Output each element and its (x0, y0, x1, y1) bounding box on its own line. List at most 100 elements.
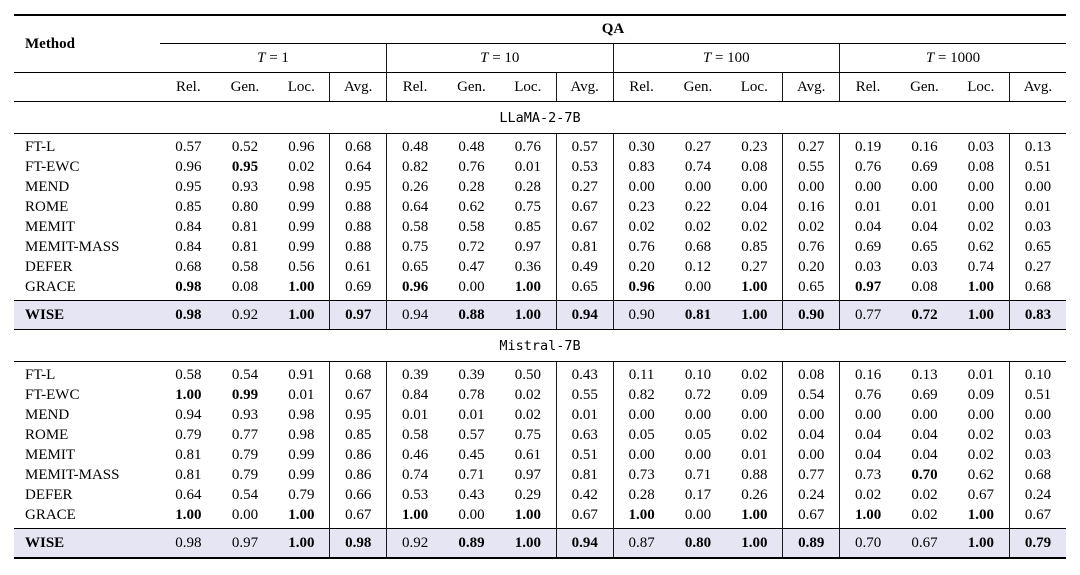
value-cell: 0.94 (386, 300, 444, 330)
value-cell: 0.96 (288, 139, 315, 155)
value-cell: 0.99 (231, 387, 259, 403)
value-cell: 0.00 (684, 507, 712, 523)
value-cell: 0.57 (458, 427, 485, 443)
metric-header: Loc. (499, 72, 557, 102)
value-cell: 0.00 (839, 177, 897, 197)
method-name-cell: MEND (25, 179, 70, 195)
method-name-cell: MEMIT-MASS (25, 467, 120, 483)
method-row: FT-EWC 0.96 0.95 0.02 0.64 0.82 0.76 0.01 0.53 0.… (14, 157, 1066, 177)
value-cell: 0.69 (911, 387, 938, 403)
value-cell: 0.62 (967, 467, 994, 483)
value-cell: 0.57 (175, 139, 202, 155)
value-cell: 0.99 (288, 219, 315, 235)
metric-header: Gen. (669, 72, 727, 102)
method-name-cell: WISE (14, 528, 160, 559)
value-cell: 0.54 (782, 385, 840, 405)
value-cell: 0.58 (231, 259, 259, 275)
model-section-row: LLaMA-2-7B (14, 101, 1066, 134)
method-name-cell: FT-L (25, 367, 56, 383)
value-cell: 0.39 (386, 361, 444, 385)
value-cell: 0.88 (741, 467, 768, 483)
value-cell: 0.42 (555, 485, 613, 505)
value-cell: 0.58 (386, 425, 444, 445)
metric-header: Avg. (782, 72, 840, 102)
value-cell: 0.88 (443, 300, 500, 330)
value-cell: 0.88 (329, 197, 387, 217)
value-cell: 0.03 (1008, 425, 1066, 445)
math-symbol-T: T (480, 49, 489, 66)
value-cell: 0.19 (839, 133, 897, 157)
value-cell: 0.84 (175, 239, 202, 255)
metric-header: Rel. (160, 72, 217, 102)
value-cell: 0.90 (782, 300, 840, 330)
value-cell: 0.01 (1008, 197, 1066, 217)
value-cell: 0.70 (839, 528, 897, 559)
value-cell: 1.00 (952, 528, 1010, 559)
value-cell: 0.79 (231, 467, 259, 483)
value-cell: 0.64 (175, 487, 202, 503)
value-cell: 0.75 (386, 237, 444, 257)
value-cell: 0.93 (231, 179, 259, 195)
value-cell: 0.83 (612, 157, 670, 177)
value-cell: 0.76 (458, 159, 485, 175)
value-cell: 0.67 (329, 505, 387, 529)
value-cell: 0.01 (555, 405, 613, 425)
value-cell: 0.89 (782, 528, 840, 559)
value-cell: 0.94 (555, 528, 613, 559)
value-cell: 1.00 (839, 505, 897, 529)
method-name-cell: DEFER (25, 487, 73, 503)
value-cell: 0.78 (458, 387, 485, 403)
value-cell: 0.68 (1008, 277, 1066, 301)
method-row: FT-EWC 1.00 0.99 0.01 0.67 0.84 0.78 0.02 0.55 0.… (14, 385, 1066, 405)
value-cell: 1.00 (612, 505, 670, 529)
value-cell: 0.65 (1008, 237, 1066, 257)
value-cell: 0.20 (782, 257, 840, 277)
method-row: MEMIT 0.81 0.79 0.99 0.86 0.46 0.45 0.61 0.51 0.0… (14, 445, 1066, 465)
value-cell: 0.02 (967, 447, 994, 463)
timestep-group-header: T = 1000 (839, 43, 1066, 73)
value-cell: 0.04 (782, 425, 840, 445)
value-cell: 0.99 (288, 467, 315, 483)
method-name-cell: MEND (25, 407, 70, 423)
value-cell: 0.53 (555, 157, 613, 177)
value-cell: 0.43 (458, 487, 485, 503)
value-cell: 0.68 (329, 133, 387, 157)
value-cell: 0.02 (911, 487, 938, 503)
value-cell: 0.04 (911, 427, 938, 443)
value-cell: 0.00 (458, 507, 485, 523)
value-cell: 0.51 (555, 445, 613, 465)
value-cell: 0.24 (1008, 485, 1066, 505)
value-cell: 0.95 (329, 177, 387, 197)
value-cell: 0.00 (782, 405, 840, 425)
value-cell: 0.00 (782, 445, 840, 465)
value-cell: 0.82 (612, 385, 670, 405)
value-cell: 0.65 (386, 257, 444, 277)
value-cell: 0.69 (911, 159, 938, 175)
value-cell: 0.68 (175, 259, 202, 275)
metric-header: Avg. (329, 72, 387, 102)
value-cell: 0.98 (288, 179, 315, 195)
value-cell: 0.81 (669, 300, 727, 330)
value-cell: 0.86 (329, 445, 387, 465)
value-cell: 0.98 (288, 407, 315, 423)
task-header: QA (160, 15, 1066, 44)
value-cell: 0.50 (514, 367, 541, 383)
value-cell: 0.23 (612, 197, 670, 217)
value-cell: 0.74 (967, 259, 994, 275)
value-cell: 0.70 (911, 467, 938, 483)
value-cell: 0.96 (386, 277, 444, 301)
value-cell: 0.91 (288, 367, 315, 383)
value-cell: 0.26 (386, 177, 444, 197)
value-cell: 0.67 (555, 505, 613, 529)
math-symbol-T: T (702, 49, 712, 66)
value-cell: 0.00 (1008, 177, 1066, 197)
value-cell: 0.56 (288, 259, 315, 275)
method-row: MEMIT-MASS 0.84 0.81 0.99 0.88 0.75 0.72 0.97 0.… (14, 237, 1066, 257)
value-cell: 0.27 (782, 133, 840, 157)
value-cell: 0.03 (967, 139, 994, 155)
value-cell: 0.08 (741, 159, 768, 175)
value-cell: 0.62 (967, 239, 994, 255)
value-cell: 0.24 (782, 485, 840, 505)
